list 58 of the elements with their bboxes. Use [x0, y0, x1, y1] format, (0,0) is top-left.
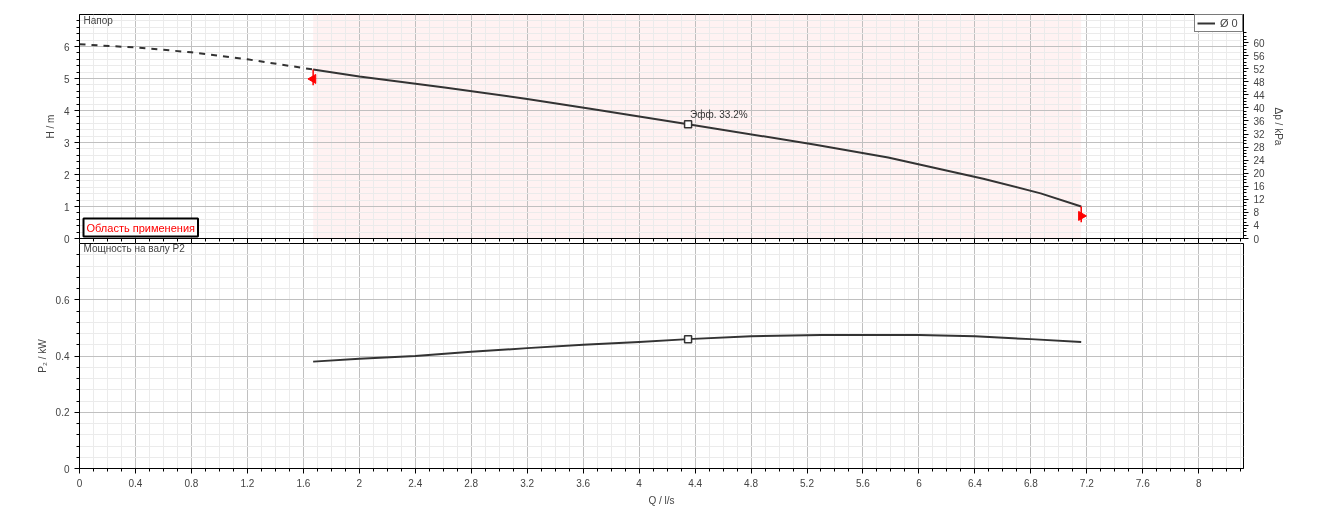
- x-tick-label: 4: [636, 477, 643, 489]
- x-tick-label: 8: [1195, 477, 1202, 489]
- y2-tick-label: 16: [1253, 181, 1266, 193]
- y-tick-label: 0: [63, 463, 70, 475]
- legend-label: Ø 0: [1220, 17, 1239, 29]
- y-axis-title: P₂ / kW: [36, 338, 48, 373]
- y2-tick-label: 56: [1253, 50, 1266, 62]
- x-tick-label: 1.2: [240, 477, 255, 489]
- x-tick-label: 2: [356, 477, 363, 489]
- x-tick-label: 6.4: [967, 477, 983, 489]
- y-tick-label: 1: [63, 201, 70, 213]
- y2-tick-label: 40: [1253, 102, 1266, 114]
- chart-title: Мощность на валу P2: [83, 242, 186, 254]
- y-tick-label: 3: [63, 137, 70, 149]
- y2-tick-label: 32: [1253, 129, 1266, 141]
- y2-tick-label: 60: [1253, 37, 1266, 49]
- x-tick-label: 6.8: [1023, 477, 1039, 489]
- y2-tick-label: 8: [1253, 207, 1260, 219]
- annotation: Эфф. 33.2%: [690, 109, 748, 121]
- y-tick-label: 5: [63, 73, 70, 85]
- x-tick-label: 5.2: [800, 477, 815, 489]
- chart-title: Напор: [83, 14, 114, 26]
- y-tick-label: 0.4: [55, 351, 70, 362]
- y-tick-label: 0.2: [55, 407, 70, 419]
- y-tick-label: 4: [63, 105, 70, 117]
- line-series: [312, 333, 1083, 363]
- y2-tick-label: 48: [1253, 76, 1266, 88]
- y2-tick-label: 52: [1253, 63, 1266, 75]
- x-tick-label: 0.8: [184, 477, 199, 489]
- x-tick-label: 3.6: [576, 477, 591, 489]
- y-tick-label: 0: [63, 233, 70, 245]
- x-tick-label: 5.6: [856, 477, 871, 489]
- y-tick-label: 2: [63, 169, 70, 181]
- y2-axis-title: Δp / kPa: [1272, 107, 1284, 146]
- y2-tick-label: 36: [1253, 115, 1266, 127]
- band-label: Область применения: [86, 221, 196, 234]
- y2-tick-label: 24: [1253, 155, 1266, 167]
- x-tick-label: 1.6: [296, 477, 311, 489]
- y2-tick-label: 0: [1253, 233, 1260, 245]
- y2-tick-label: 12: [1253, 194, 1266, 206]
- x-tick-label: 7.2: [1079, 477, 1095, 489]
- x-tick-label: 2.4: [408, 477, 423, 489]
- y-tick-label: 6: [63, 41, 70, 53]
- y2-tick-label: 4: [1253, 220, 1260, 232]
- y2-tick-label: 28: [1253, 142, 1266, 154]
- y2-tick-label: 20: [1253, 168, 1266, 180]
- y-axis-title: H / m: [44, 114, 56, 139]
- x-tick-label: 3.2: [520, 477, 535, 489]
- y2-tick-label: 44: [1253, 89, 1266, 101]
- x-tick-label: 0: [76, 477, 83, 489]
- x-tick-label: 7.6: [1135, 477, 1151, 489]
- y-tick-label: 0.6: [55, 294, 70, 306]
- x-tick-label: 4.8: [744, 477, 759, 489]
- x-tick-label: 6: [916, 477, 923, 489]
- x-tick-label: 2.8: [464, 477, 479, 489]
- x-tick-label: 4.4: [688, 477, 703, 489]
- x-axis-title: Q / l/s: [648, 494, 675, 506]
- x-tick-label: 0.4: [128, 477, 143, 489]
